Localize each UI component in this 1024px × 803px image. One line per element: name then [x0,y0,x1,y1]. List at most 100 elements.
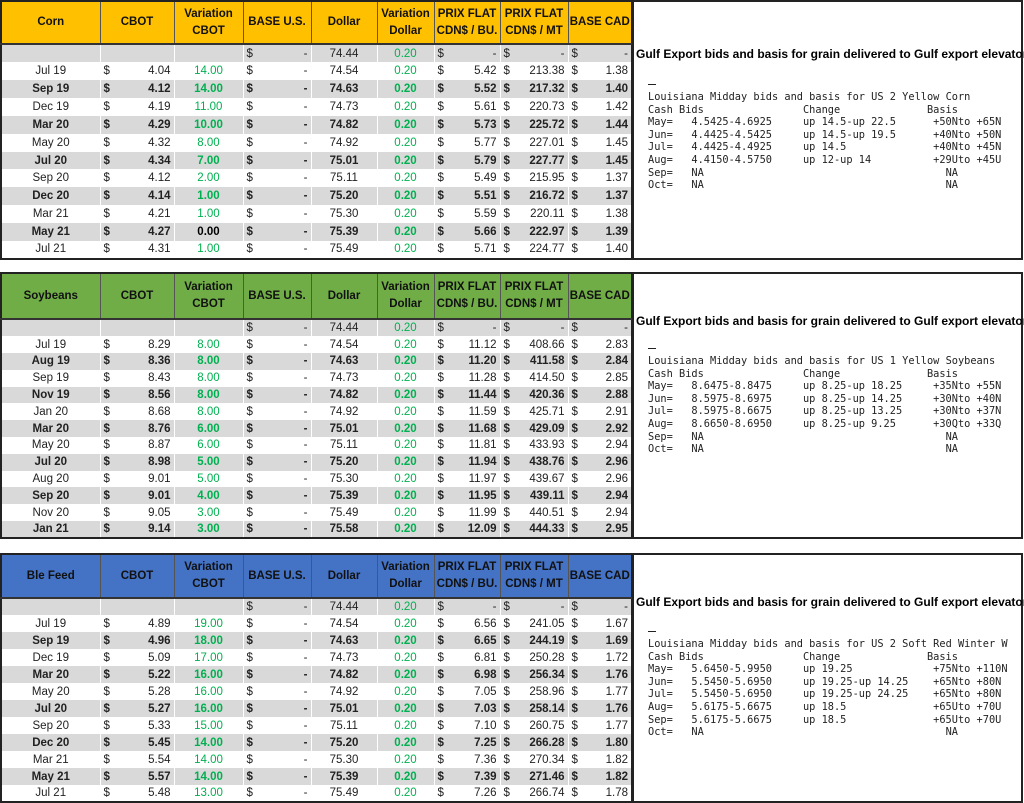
gulf-bid-line: May= 4.5425-4.6925 up 14.5-up 22.5 +50Nto +… [648,116,1001,129]
currency-symbol: $ [571,118,578,131]
currency-symbol: $ [246,243,253,256]
cell-cbot-value: 5.45 [148,736,171,749]
cell-base-us-value: - [303,190,308,203]
cell-var-dollar: 0.20 [377,734,435,752]
cell-prix-bu-wrap: $11.44 [438,389,497,401]
column-header: Variation CBOT [174,554,244,600]
cell-prix-mt: $433.93 [500,437,569,454]
currency-symbol: $ [503,83,510,96]
currency-symbol: $ [103,753,110,766]
cell-prix-bu-value: 5.42 [474,65,497,78]
cell-cbot-value: 5.27 [148,702,171,715]
cell-prix-mt-value: 256.34 [529,668,565,681]
column-header-line: CDN$ / BU. [436,298,498,311]
cell-base-cad-wrap: $2.95 [572,523,629,535]
currency-symbol: $ [571,753,578,766]
cell-base-cad-value: 1.82 [605,770,628,783]
cell-var-dollar: 0.20 [377,187,435,206]
cell-base-cad-value: 1.80 [605,736,628,749]
column-header-line: Variation [381,281,430,294]
gulf-month: Jun= [648,392,673,405]
cell-base-us: $ - [243,632,312,650]
currency-symbol: $ [246,668,253,681]
table-row: Dec 20 $4.14 1.00 $ -75.20 0.20 $5.51 $216.72 $1… [1,187,633,206]
currency-symbol: $ [437,100,444,113]
gulf-month: Jul= [648,141,673,154]
currency-symbol: $ [103,668,110,681]
currency-symbol: $ [437,172,444,185]
cell-var-cbot: 8.00 [174,352,244,370]
cell-base-us-wrap: $ - [247,703,308,715]
cell-prix-mt: $217.32 [500,80,569,98]
cell-base-us: $ - [243,133,312,152]
cell-prix-mt-wrap: $444.33 [504,523,565,535]
cell-base-us-wrap: $ - [247,101,308,113]
cell-prix-bu-value: 11.12 [468,338,497,351]
cell-var-dollar: 0.20 [377,666,435,684]
currency-symbol: $ [503,634,510,647]
cell-prix-bu-wrap: $5.61 [438,101,497,113]
cell-base-us-wrap: $ - [247,737,308,749]
currency-symbol: $ [437,65,444,78]
currency-symbol: $ [437,190,444,203]
gulf-bid-line: Jul= 5.5450-5.6950 up 19.25-up 24.25 +65Nto… [648,688,1008,701]
cell-cbot-value: 9.14 [148,523,171,536]
currency-symbol: $ [103,100,110,113]
currency-symbol: $ [103,770,110,783]
cell-cbot-value: 4.89 [148,617,171,630]
cell-base-cad-wrap: $2.88 [572,389,629,401]
cell-dollar: 74.63 [311,632,378,650]
cell-base-cad-value: 1.72 [605,651,628,664]
cell-var-cbot: 5.00 [174,453,244,471]
cell-prix-bu-value: 7.39 [474,770,497,783]
cell-var-cbot: 3.00 [174,504,244,522]
cell-month: Dec 19 [1,97,101,116]
cell-base-us-wrap: $ - [247,771,308,783]
cell-base-us-wrap: $ - [247,226,308,238]
column-header-line: Variation [381,7,430,20]
cell-cbot [100,598,175,616]
currency-symbol: $ [103,372,110,385]
currency-symbol: $ [246,753,253,766]
column-header-line: BASE U.S. [248,569,306,582]
column-header-line: BASE CAD [569,289,630,302]
cell-month: Mar 21 [1,751,101,769]
gulf-col-change: Change [802,367,841,380]
gulf-bid: 5.5450-5.6950 [691,688,772,701]
currency-symbol: $ [503,208,510,221]
cell-base-cad-wrap: $1.76 [572,669,629,681]
cell-prix-bu: $6.65 [434,632,501,650]
currency-symbol: $ [437,770,444,783]
table-row: Mar 21 $4.21 1.00 $ -75.30 0.20 $5.59 $220.11 $1… [1,205,633,224]
cell-base-us-wrap: $ - [247,652,308,664]
cell-base-cad-value: - [624,47,628,60]
cell-base-cad-value: 2.96 [605,473,628,486]
currency-symbol: $ [503,338,510,351]
currency-symbol: $ [571,83,578,96]
table-row: Sep 19 $8.43 8.00 $ -74.73 0.20 $11.28 $414.50 $… [1,369,633,387]
cell-base-cad-value: - [624,322,628,335]
cell-base-cad-wrap: $1.37 [572,172,629,184]
cell-base-us: $ - [243,700,312,718]
cell-cbot-wrap: $4.27 [104,226,171,238]
currency-symbol: $ [437,439,444,452]
cell-prix-mt: $438.76 [500,453,569,471]
currency-symbol: $ [246,736,253,749]
cell-var-dollar: 0.20 [377,352,435,370]
cell-prix-bu-wrap: $ - [438,48,497,60]
currency-symbol: $ [571,473,578,486]
column-header-line: CDN$ / MT [505,24,563,37]
currency-symbol: $ [503,226,510,239]
column-header-line: Variation [184,561,233,574]
cell-base-cad-wrap: $1.82 [572,771,629,783]
cell-prix-bu: $5.42 [434,62,501,81]
currency-symbol: $ [246,100,253,113]
table-row: Jul 21 $4.31 1.00 $ -75.49 0.20 $5.71 $224.77 $1… [1,240,633,259]
currency-symbol: $ [103,422,110,435]
cell-prix-bu-wrap: $5.73 [438,119,497,131]
gulf-bid-line: May= 5.6450-5.9950 up 19.25 +75Nto +110N [648,663,1008,676]
cell-prix-mt-wrap: $216.72 [504,190,565,202]
currency-symbol: $ [571,226,578,239]
cell-month: Jan 20 [1,403,101,421]
cell-base-us-value: - [303,601,308,614]
